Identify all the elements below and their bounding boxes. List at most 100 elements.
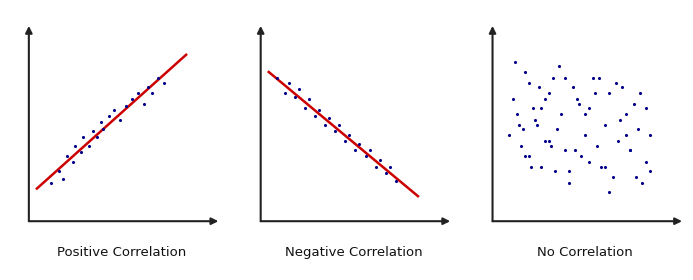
Point: [550, 169, 561, 173]
Point: [539, 97, 550, 102]
Point: [590, 91, 601, 95]
Point: [616, 85, 627, 89]
Point: [142, 85, 153, 89]
Point: [364, 148, 375, 152]
Point: [108, 108, 119, 112]
Point: [293, 87, 304, 91]
Point: [114, 118, 125, 123]
Point: [576, 154, 587, 158]
Point: [519, 70, 530, 74]
Point: [580, 112, 591, 116]
Point: [543, 139, 554, 144]
Point: [70, 143, 81, 148]
Point: [152, 76, 164, 81]
Point: [547, 76, 559, 81]
Text: No Correlation: No Correlation: [537, 246, 633, 259]
Point: [511, 112, 523, 116]
Point: [138, 101, 149, 106]
Point: [515, 143, 526, 148]
Point: [594, 76, 605, 81]
Point: [529, 118, 541, 123]
Point: [600, 122, 611, 127]
Point: [584, 106, 595, 110]
Point: [503, 133, 514, 137]
Point: [608, 175, 619, 179]
Point: [543, 91, 554, 95]
Point: [644, 133, 656, 137]
Point: [324, 116, 335, 120]
Point: [536, 106, 547, 110]
Point: [314, 108, 325, 112]
Point: [299, 106, 310, 110]
Point: [612, 139, 623, 144]
Point: [380, 171, 392, 175]
Point: [68, 160, 79, 165]
Point: [370, 164, 381, 169]
Point: [360, 154, 371, 158]
Point: [600, 164, 611, 169]
Point: [344, 133, 355, 137]
Point: [614, 118, 625, 123]
Point: [304, 97, 315, 102]
Point: [556, 112, 567, 116]
Point: [640, 160, 651, 165]
Point: [46, 181, 57, 186]
Point: [92, 135, 103, 139]
Point: [76, 150, 87, 154]
Point: [319, 122, 331, 127]
Point: [523, 80, 534, 85]
Point: [559, 76, 570, 81]
Point: [120, 103, 131, 108]
Point: [559, 148, 570, 152]
Point: [78, 135, 89, 139]
Point: [525, 164, 536, 169]
Point: [584, 160, 595, 165]
Point: [290, 95, 301, 99]
Point: [146, 91, 157, 95]
Point: [574, 101, 585, 106]
Point: [384, 164, 395, 169]
Point: [334, 122, 345, 127]
Point: [88, 129, 99, 133]
Point: [552, 127, 563, 131]
Point: [539, 139, 550, 144]
Point: [570, 148, 581, 152]
Point: [310, 114, 321, 118]
Point: [330, 129, 341, 133]
Point: [628, 101, 639, 106]
Point: [620, 112, 631, 116]
Point: [596, 164, 607, 169]
Point: [636, 181, 647, 186]
Point: [554, 64, 565, 68]
Point: [523, 154, 534, 158]
Text: Negative Correlation: Negative Correlation: [285, 246, 422, 259]
Point: [634, 91, 645, 95]
Point: [58, 177, 69, 181]
Point: [604, 190, 615, 194]
Point: [283, 80, 295, 85]
Point: [545, 143, 556, 148]
Point: [159, 80, 170, 85]
Point: [563, 181, 574, 186]
Point: [132, 91, 143, 95]
Point: [632, 127, 643, 131]
Point: [527, 106, 538, 110]
Point: [374, 158, 385, 162]
Point: [104, 114, 115, 118]
Point: [580, 133, 591, 137]
Point: [644, 169, 656, 173]
Point: [517, 127, 528, 131]
Point: [624, 148, 635, 152]
Point: [514, 122, 525, 127]
Point: [53, 169, 64, 173]
Point: [84, 143, 95, 148]
Point: [588, 76, 599, 81]
Point: [563, 169, 574, 173]
Point: [630, 175, 641, 179]
Point: [271, 76, 282, 81]
Point: [604, 91, 615, 95]
Point: [534, 85, 545, 89]
Point: [509, 59, 520, 64]
Point: [620, 133, 631, 137]
Point: [126, 97, 137, 102]
